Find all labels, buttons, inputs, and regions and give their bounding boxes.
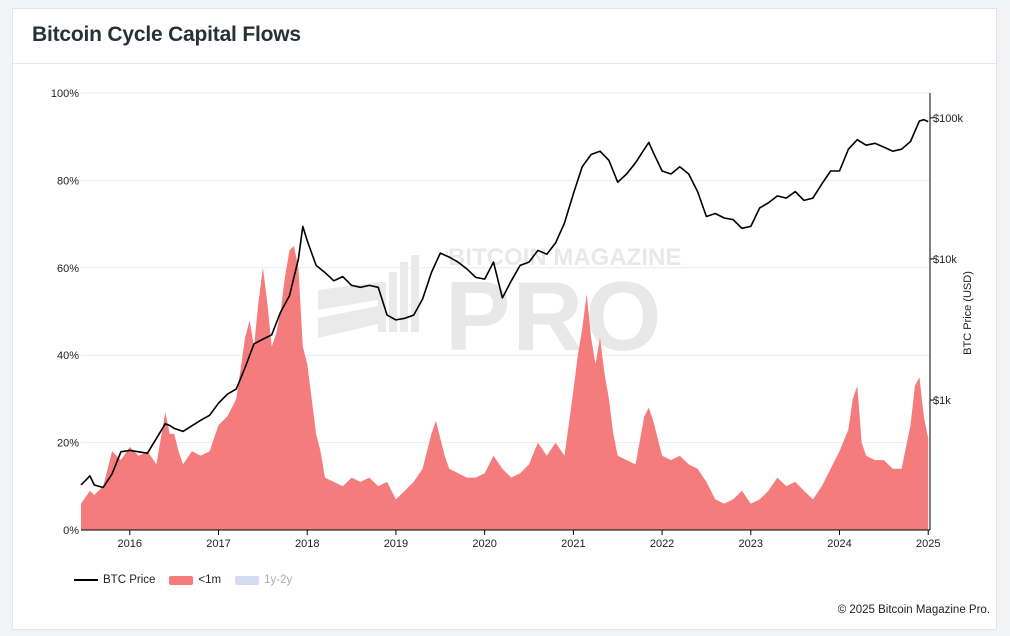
page-title: Bitcoin Cycle Capital Flows — [32, 23, 301, 46]
legend-item-btc-price[interactable]: BTC Price — [74, 574, 155, 586]
x-tick-label: 2017 — [206, 538, 230, 550]
x-tick-label: 2021 — [561, 538, 585, 550]
legend-label-1y-2y: 1y-2y — [264, 574, 293, 586]
y-left-tick-label: 60% — [57, 263, 79, 275]
legend-item-1y-2y[interactable]: 1y-2y — [235, 574, 292, 586]
y-left-tick-label: 80% — [57, 175, 79, 187]
y-axis-right-title: BTC Price (USD) — [962, 271, 974, 355]
x-tick-label: 2022 — [650, 538, 674, 550]
y-left-tick-label: 100% — [51, 88, 79, 100]
x-tick-label: 2016 — [118, 538, 142, 550]
legend-label-btc-price: BTC Price — [103, 574, 156, 586]
axes — [81, 93, 931, 531]
y-right-tick-label: $100k — [933, 113, 963, 125]
y-left-tick-label: 20% — [57, 438, 79, 450]
x-tick-label: 2024 — [827, 538, 851, 550]
x-tick-label: 2025 — [916, 538, 940, 550]
legend-swatch-1y-2y — [235, 575, 260, 585]
x-tick-label: 2023 — [739, 538, 763, 550]
y-left-tick-label: 40% — [57, 350, 79, 362]
copyright: © 2025 Bitcoin Magazine Pro. — [837, 604, 990, 616]
y-left-tick-label: 0% — [63, 525, 79, 537]
series-line-btc-price — [80, 118, 929, 489]
y-right-tick-label: $1k — [933, 395, 951, 407]
y-axis-right-ticks: $1k $10k $100k — [930, 113, 963, 407]
legend-swatch-btc-price — [74, 579, 98, 581]
x-tick-label: 2018 — [295, 538, 319, 550]
legend-item-lt1m[interactable]: <1m — [169, 574, 221, 586]
x-tick-label: 2019 — [384, 538, 408, 550]
legend-swatch-lt1m — [169, 575, 194, 585]
watermark-line2: PRO — [445, 261, 663, 371]
card-header: Bitcoin Cycle Capital Flows — [13, 9, 996, 64]
watermark-logo-icon — [318, 255, 419, 338]
watermark: BITCOIN MAGAZINE PRO — [318, 244, 681, 371]
y-right-tick-label: $10k — [933, 254, 957, 266]
x-axis-ticks: 2016 2017 2018 2019 2020 2021 2022 2023 2024 2025 — [118, 530, 940, 550]
watermark-line1: BITCOIN MAGAZINE — [448, 244, 681, 271]
legend: BTC Price <1m 1y-2y — [74, 572, 298, 588]
legend-label-lt1m: <1m — [198, 574, 222, 586]
y-axis-left-ticks: 0% 20% 40% 60% 80% 100% — [51, 88, 79, 537]
series-area-lt1m — [81, 245, 929, 530]
x-tick-label: 2020 — [472, 538, 496, 550]
